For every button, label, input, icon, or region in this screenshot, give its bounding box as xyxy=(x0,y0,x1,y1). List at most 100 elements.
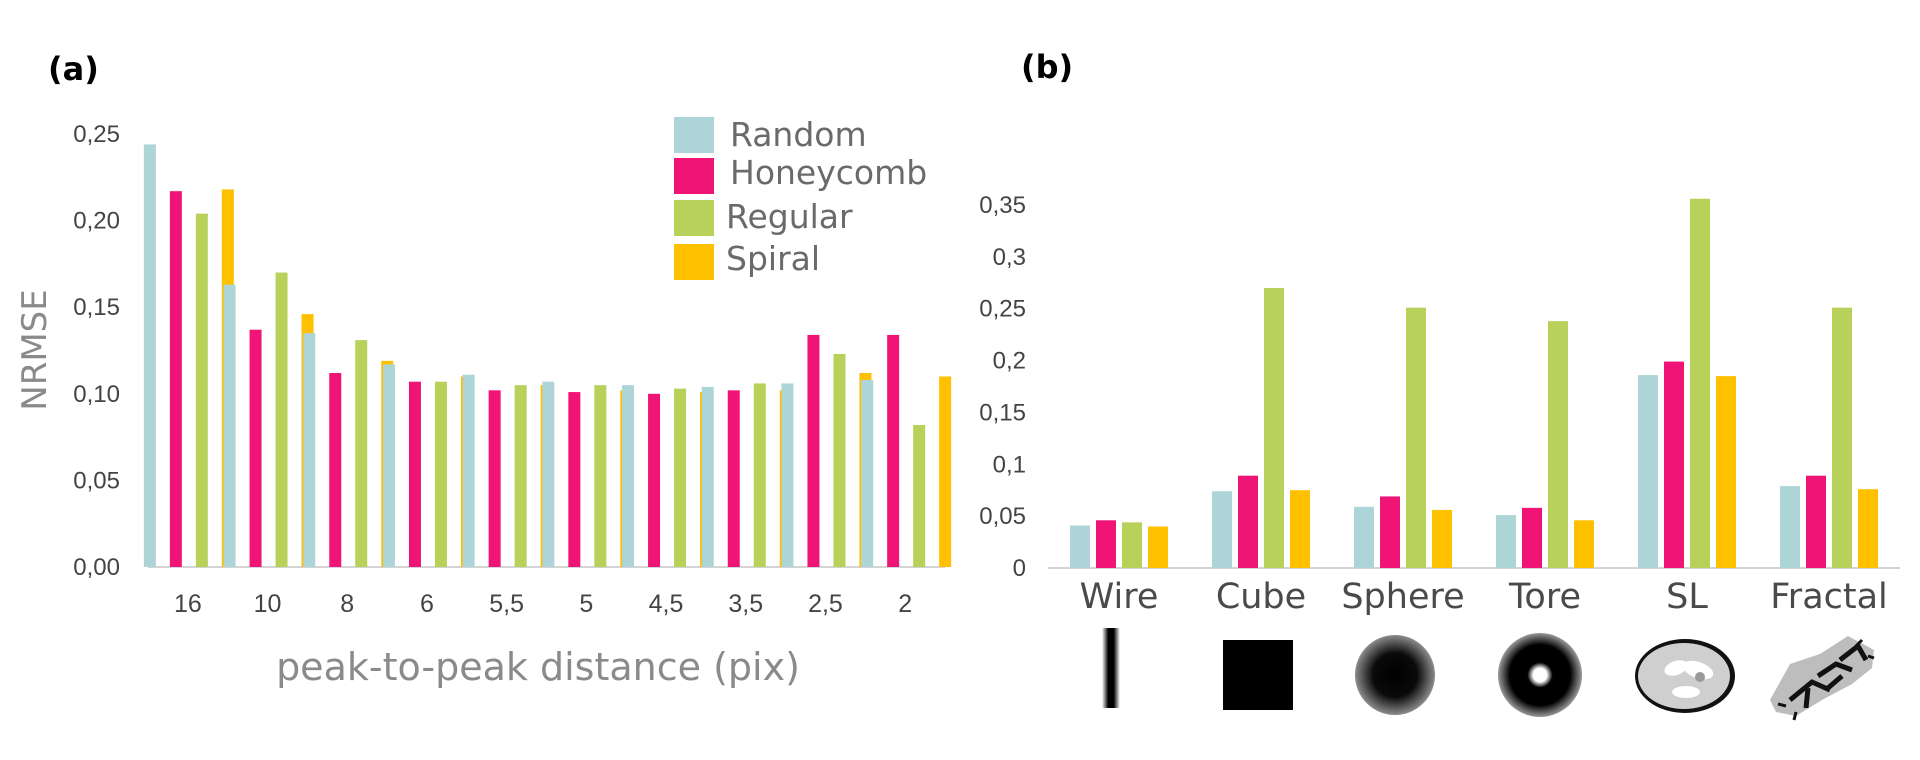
cube-phantom-image xyxy=(1223,640,1293,710)
shepp-logan-phantom-image xyxy=(1635,639,1735,713)
chart-b-y-tick-0-2: 0,2 xyxy=(993,348,1026,375)
chart-a-bar-regular-2-5 xyxy=(833,353,846,567)
panel-a-label: (a) xyxy=(48,50,99,88)
chart-a-bar-honeycomb-5 xyxy=(568,392,581,567)
chart-a-bar-random-5 xyxy=(542,381,555,567)
chart-b-x-tick-fractal: Fractal xyxy=(1770,577,1888,617)
chart-a-y-tick-0-15: 0,15 xyxy=(73,294,120,321)
chart-a-bar-honeycomb-8 xyxy=(329,373,342,567)
chart-a-bar-regular-2 xyxy=(913,424,926,567)
legend-swatch-regular xyxy=(674,200,714,236)
chart-b-bar-random-wire xyxy=(1070,525,1090,568)
chart-b-bar-regular-fractal xyxy=(1832,307,1852,568)
chart-a-bar-random-2 xyxy=(861,379,874,567)
chart-b-bar-random-sphere xyxy=(1354,506,1374,568)
chart-a-bar-honeycomb-2 xyxy=(887,334,900,567)
chart-a: 0,00 0,05 0,10 0,15 0,20 0,25 16 10 8 6 5,5 5 4,5 3,5… xyxy=(73,121,952,618)
chart-b-y-tick-0: 0 xyxy=(1013,555,1026,582)
chart-a-bar-random-8 xyxy=(303,333,316,567)
chart-a-bar-honeycomb-6 xyxy=(408,381,421,567)
chart-b-bar-honeycomb-wire xyxy=(1096,520,1116,568)
chart-a-bar-honeycomb-2-5 xyxy=(807,334,820,567)
chart-b-bar-honeycomb-cube xyxy=(1238,475,1258,568)
chart-a-x-tick-8: 8 xyxy=(340,590,354,618)
chart-b-bar-honeycomb-tore xyxy=(1522,507,1542,568)
chart-a-y-tick-0-05: 0,05 xyxy=(73,467,120,494)
legend-label-random: Random xyxy=(730,115,867,154)
chart-b-bar-spiral-cube xyxy=(1290,490,1310,568)
chart-a-bar-random-3-5 xyxy=(701,386,714,567)
chart-b-bar-regular-sphere xyxy=(1406,307,1426,568)
chart-b-x-tick-cube: Cube xyxy=(1216,577,1306,617)
chart-a-bar-regular-6 xyxy=(434,381,447,567)
chart-b-bar-regular-tore xyxy=(1548,321,1568,568)
chart-b-bar-regular-sl xyxy=(1690,198,1710,568)
chart-a-x-tick-4-5: 4,5 xyxy=(649,590,684,618)
panel-b-label: (b) xyxy=(1021,48,1073,86)
legend-label-honeycomb: Honeycomb xyxy=(730,153,927,192)
chart-b-bar-spiral-tore xyxy=(1574,520,1594,568)
chart-a-bar-honeycomb-4-5 xyxy=(648,393,661,567)
chart-a-x-tick-2: 2 xyxy=(898,590,912,618)
chart-b-bar-regular-cube xyxy=(1264,287,1284,568)
legend-swatch-honeycomb xyxy=(674,158,714,194)
chart-a-bar-honeycomb-5-5 xyxy=(488,390,501,567)
chart-a-bar-regular-8 xyxy=(355,340,368,567)
chart-b-bar-random-tore xyxy=(1496,515,1516,568)
chart-b: 0 0,05 0,1 0,15 0,2 0,25 0,3 0,35 Wire Cube Sphere… xyxy=(979,192,1900,617)
chart-b-y-tick-0-1: 0,1 xyxy=(993,451,1026,478)
chart-b-bar-honeycomb-sl xyxy=(1664,361,1684,568)
chart-b-bar-spiral-fractal xyxy=(1858,489,1878,568)
chart-a-bar-honeycomb-3-5 xyxy=(727,390,740,567)
chart-a-y-tick-0-10: 0,10 xyxy=(73,381,120,408)
chart-b-y-tick-0-15: 0,15 xyxy=(979,399,1026,426)
chart-b-bar-random-cube xyxy=(1212,491,1232,568)
chart-a-x-tick-2-5: 2,5 xyxy=(808,590,843,618)
legend-swatch-spiral xyxy=(674,244,714,280)
chart-a-bar-regular-16 xyxy=(195,213,208,567)
sphere-phantom-image xyxy=(1355,635,1435,715)
chart-a-y-tick-0-00: 0,00 xyxy=(73,554,120,581)
chart-b-bar-regular-wire xyxy=(1122,522,1142,568)
chart-a-bar-random-4-5 xyxy=(622,385,635,567)
chart-b-x-tick-wire: Wire xyxy=(1080,577,1159,617)
chart-b-bar-random-sl xyxy=(1638,375,1658,568)
phantom-thumbnails xyxy=(1102,628,1875,721)
chart-a-bar-random-5-5 xyxy=(462,374,475,567)
chart-a-bar-regular-4-5 xyxy=(674,388,687,567)
chart-a-bar-regular-10 xyxy=(275,272,288,567)
chart-a-x-tick-5: 5 xyxy=(579,590,593,618)
wire-phantom-image xyxy=(1102,628,1120,708)
legend-label-regular: Regular xyxy=(726,197,853,236)
chart-b-y-tick-0-3: 0,3 xyxy=(993,244,1026,271)
chart-a-bar-honeycomb-16 xyxy=(169,191,182,567)
legend-label-spiral: Spiral xyxy=(726,239,820,278)
chart-b-x-tick-sl: SL xyxy=(1666,577,1708,617)
chart-a-bar-random-10 xyxy=(223,284,236,567)
chart-a-y-tick-0-25: 0,25 xyxy=(73,121,120,148)
chart-a-x-tick-5-5: 5,5 xyxy=(489,590,524,618)
chart-b-bar-random-fractal xyxy=(1780,486,1800,568)
chart-a-bar-honeycomb-10 xyxy=(249,329,262,567)
chart-a-bar-random-6 xyxy=(382,364,395,567)
chart-a-bar-spiral-2 xyxy=(939,376,952,567)
chart-b-bar-honeycomb-fractal xyxy=(1806,475,1826,568)
chart-a-x-title: peak-to-peak distance (pix) xyxy=(276,645,800,689)
chart-b-x-tick-tore: Tore xyxy=(1508,577,1581,617)
chart-a-x-tick-16: 16 xyxy=(174,590,202,618)
chart-b-x-tick-sphere: Sphere xyxy=(1341,577,1464,617)
tore-phantom-image xyxy=(1498,633,1582,717)
chart-b-bar-spiral-wire xyxy=(1148,526,1168,568)
chart-b-y-tick-0-25: 0,25 xyxy=(979,296,1026,323)
legend-swatch-random xyxy=(674,117,714,153)
chart-a-bar-random-2-5 xyxy=(781,383,794,567)
chart-b-y-tick-0-05: 0,05 xyxy=(979,503,1026,530)
chart-a-x-tick-10: 10 xyxy=(254,590,282,618)
chart-b-bar-spiral-sl xyxy=(1716,376,1736,568)
chart-b-bar-honeycomb-sphere xyxy=(1380,496,1400,568)
chart-a-bar-regular-5 xyxy=(594,385,607,567)
chart-a-bar-regular-3-5 xyxy=(753,383,766,567)
chart-a-x-tick-3-5: 3,5 xyxy=(728,590,763,618)
chart-a-bar-random-16 xyxy=(143,144,156,567)
